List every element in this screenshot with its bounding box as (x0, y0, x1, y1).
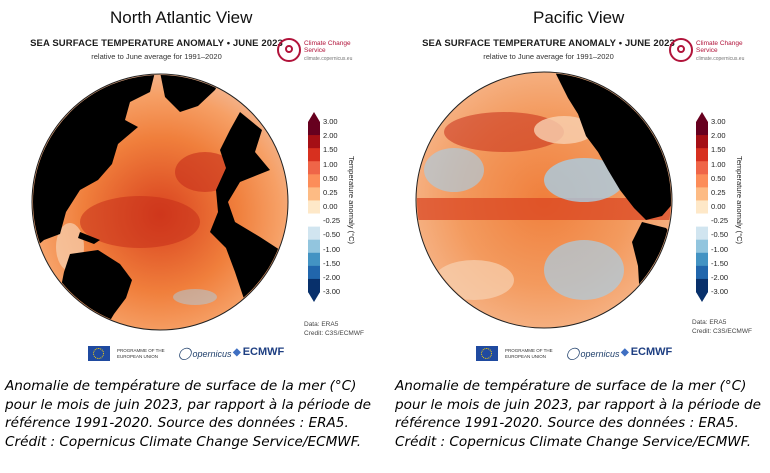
ecmwf-logo: ECMWF (233, 346, 285, 358)
colorbar-tick-label: -1.00 (711, 244, 729, 254)
colorbar-tick-label: -3.00 (711, 287, 729, 296)
globe-north-atlantic (31, 73, 289, 331)
colorbar-tick-label: -3.00 (323, 287, 341, 296)
data-credit-text: Credit: C3S/ECMWF (692, 328, 752, 335)
colorbar-segment (696, 187, 708, 201)
eu-flag-icon (476, 346, 498, 361)
colorbar-tick-label: 1.50 (711, 145, 726, 155)
colorbar-bottom-arrow (308, 292, 320, 302)
colorbar-tick-label: -1.50 (711, 258, 729, 268)
data-credit-text: Credit: C3S/ECMWF (304, 330, 364, 337)
colorbar-tick-label: 0.25 (323, 187, 338, 197)
colorbar-segment (696, 148, 708, 162)
colorbar (696, 112, 708, 302)
colorbar-tick-label: 0.50 (323, 173, 338, 183)
colorbar-label: Temperature anomaly (°C) (735, 156, 744, 245)
eu-flag-icon (88, 346, 110, 361)
c3s-ring-icon (669, 38, 693, 62)
c3s-ring-icon (277, 38, 301, 62)
map-title: SEA SURFACE TEMPERATURE ANOMALY • JUNE 2… (30, 38, 283, 49)
colorbar-segment (696, 265, 708, 280)
c3s-logo: Climate Change Service climate.copernicu… (277, 38, 357, 68)
colorbar-segment (308, 239, 320, 254)
c3s-brand-text: Climate Change Service (304, 40, 351, 54)
colorbar-segment (696, 135, 708, 149)
colorbar-tick-label: 0.50 (711, 173, 726, 183)
data-source-text: Data: ERA5 (692, 319, 727, 326)
map-header: SEA SURFACE TEMPERATURE ANOMALY • JUNE 2… (0, 38, 373, 61)
colorbar-segment (696, 239, 708, 254)
map-panel-pacific: SEA SURFACE TEMPERATURE ANOMALY • JUNE 2… (392, 28, 765, 370)
colorbar-segment (696, 213, 708, 228)
colorbar-tick-label: 0.25 (711, 187, 726, 197)
colorbar-segment (308, 161, 320, 175)
oceania-landmass (417, 266, 438, 304)
colorbar-tick-label: 1.50 (323, 145, 338, 155)
colorbar-tick-label: -0.50 (323, 230, 341, 240)
ecmwf-logo: ECMWF (621, 346, 673, 358)
colorbar-top-arrow (308, 112, 320, 122)
c3s-brand-text: Climate Change Service (696, 40, 743, 54)
map-subtitle: relative to June average for 1991–2020 (91, 52, 222, 61)
c3s-url-text: climate.copernicus.eu (696, 56, 745, 62)
caption-north-atlantic: Anomalie de température de surface de la… (5, 378, 371, 450)
view-title-north-atlantic: North Atlantic View (110, 8, 253, 27)
eu-programme-text: PROGRAMME OF THE EUROPEAN UNION (505, 348, 553, 359)
colorbar-top-arrow (696, 112, 708, 122)
caption-pacific: Anomalie de température de surface de la… (395, 378, 761, 450)
data-note: Data: ERA5 Credit: C3S/ECMWF (692, 318, 752, 336)
c3s-logo: Climate Change Service climate.copernicu… (669, 38, 749, 68)
colorbar-segment (696, 226, 708, 241)
colorbar-segment (308, 226, 320, 241)
colorbar-segment (308, 187, 320, 201)
colorbar-segment (696, 200, 708, 215)
colorbar-segment (308, 135, 320, 149)
colorbar-label: Temperature anomaly (°C) (347, 156, 356, 245)
c3s-url-text: climate.copernicus.eu (304, 56, 353, 62)
colorbar-segment (308, 265, 320, 280)
colorbar-segment (308, 122, 320, 136)
map-title: SEA SURFACE TEMPERATURE ANOMALY • JUNE 2… (422, 38, 675, 49)
data-note: Data: ERA5 Credit: C3S/ECMWF (304, 320, 364, 338)
footer-logos: PROGRAMME OF THE EUROPEAN UNION opernicu… (0, 344, 373, 364)
colorbar (308, 112, 320, 302)
copernicus-logo: opernicus (178, 346, 231, 360)
colorbar-tick-label: -1.50 (323, 258, 341, 268)
colorbar-segment (696, 278, 708, 293)
colorbar-tick-label: 0.00 (323, 202, 338, 211)
map-panel-north-atlantic: SEA SURFACE TEMPERATURE ANOMALY • JUNE 2… (0, 28, 373, 370)
colorbar-tick-label: -0.25 (323, 216, 341, 226)
colorbar-tick-label: 1.00 (711, 159, 726, 169)
colorbar-segment (308, 252, 320, 267)
footer-logos: PROGRAMME OF THE EUROPEAN UNION opernicu… (392, 344, 765, 364)
colorbar-segment (308, 278, 320, 293)
colorbar-segment (308, 174, 320, 188)
colorbar-tick-label: 3.00 (711, 117, 726, 126)
colorbar-segment (696, 252, 708, 267)
colorbar-segment (696, 174, 708, 188)
view-title-pacific: Pacific View (533, 8, 625, 27)
colorbar-tick-label: 2.00 (323, 131, 338, 141)
colorbar-bottom-arrow (696, 292, 708, 302)
colorbar-tick-label: 2.00 (711, 131, 726, 141)
colorbar-tick-label: 1.00 (323, 159, 338, 169)
colorbar-tick-label: -2.00 (711, 272, 729, 282)
map-header: SEA SURFACE TEMPERATURE ANOMALY • JUNE 2… (332, 38, 765, 61)
colorbar-segment (696, 122, 708, 136)
colorbar-tick-label: -0.25 (711, 216, 729, 226)
map-subtitle: relative to June average for 1991–2020 (483, 52, 614, 61)
globe-pacific (415, 71, 673, 329)
colorbar-segment (308, 148, 320, 162)
colorbar-tick-label: 0.00 (711, 202, 726, 211)
colorbar-tick-label: -2.00 (323, 272, 341, 282)
eu-programme-text: PROGRAMME OF THE EUROPEAN UNION (117, 348, 165, 359)
colorbar-tick-label: -1.00 (323, 244, 341, 254)
copernicus-logo: opernicus (566, 346, 619, 360)
colorbar-segment (696, 161, 708, 175)
colorbar-segment (308, 200, 320, 215)
colorbar-segment (308, 213, 320, 228)
colorbar-tick-label: 3.00 (323, 117, 338, 126)
data-source-text: Data: ERA5 (304, 321, 339, 328)
colorbar-tick-label: -0.50 (711, 230, 729, 240)
